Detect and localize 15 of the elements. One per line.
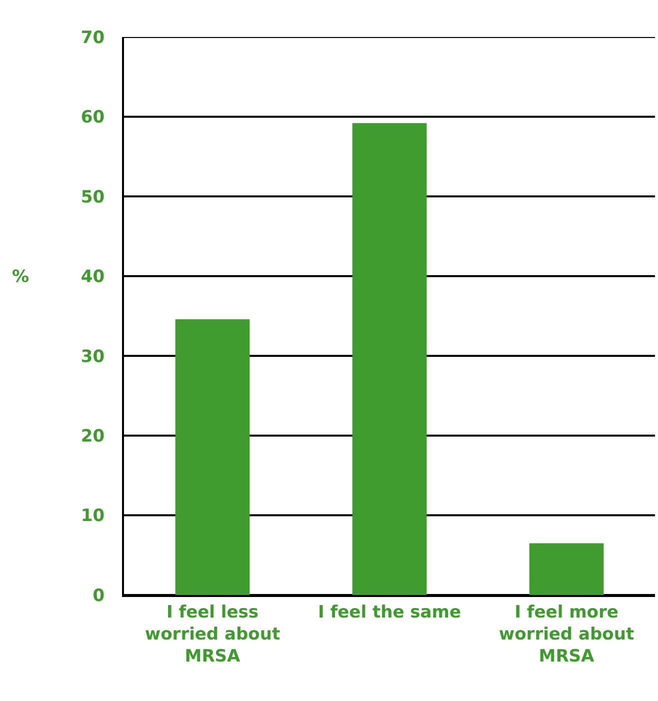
bar [175,319,250,595]
y-tick-label: 40 [80,267,105,288]
x-tick-label: I feel the same [318,602,461,622]
x-tick-label: I feel less worried about MRSA [144,602,280,667]
bar [352,123,427,595]
y-tick-label: 30 [80,346,105,367]
x-tick-label: I feel more worried about MRSA [498,602,634,667]
y-tick-label: 60 [80,108,105,128]
y-tick-label: 20 [80,426,105,447]
y-tick-label: 70 [80,28,105,48]
y-axis-title: % [12,267,30,287]
y-tick-label: 50 [80,187,105,208]
bar [529,543,604,595]
y-tick-label: 10 [80,506,105,526]
y-tick-label: 0 [92,586,105,606]
